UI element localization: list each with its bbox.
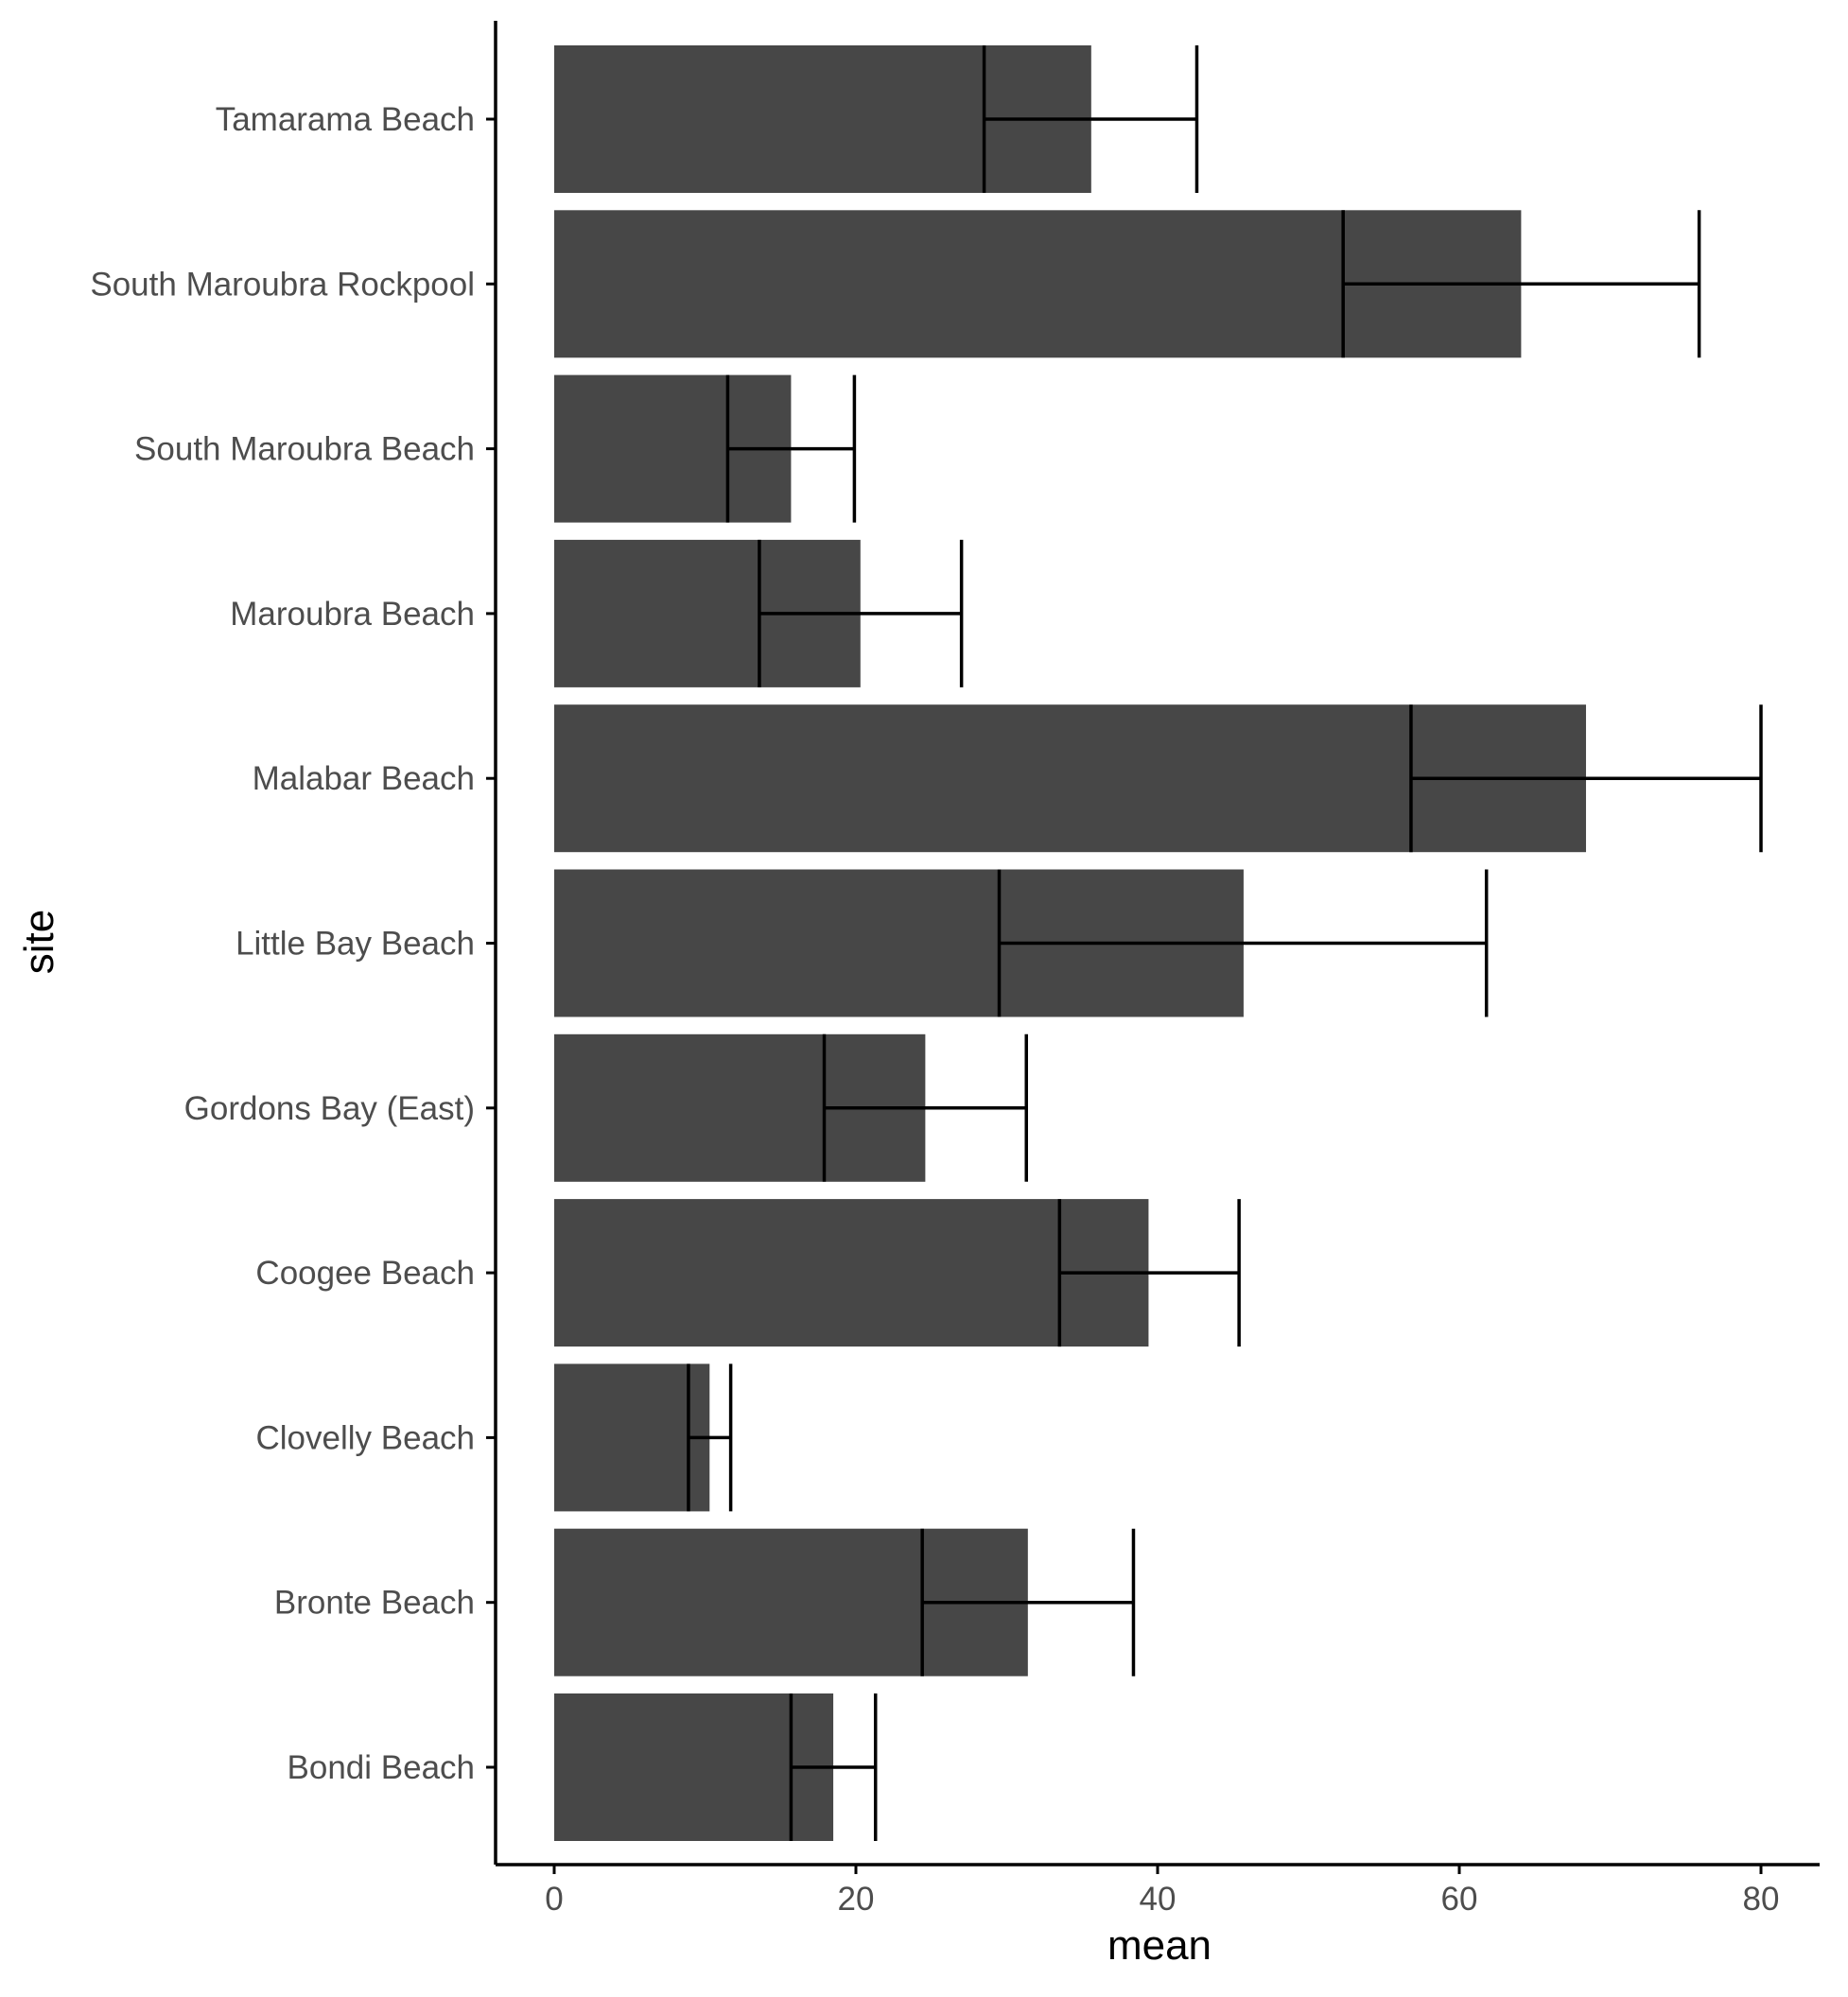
y-tick-label: Bondi Beach <box>288 1749 475 1786</box>
x-tick-label: 60 <box>1441 1881 1478 1918</box>
y-tick-label: Tamarama Beach <box>216 101 475 138</box>
errorbar-maroubra-beach <box>758 539 964 687</box>
y-tick-label: Bronte Beach <box>274 1585 475 1622</box>
y-tick-label: Little Bay Beach <box>235 926 475 963</box>
bar-coogee-beach <box>554 1199 1149 1347</box>
y-axis-title: site <box>16 910 62 974</box>
errorbar-coogee-beach <box>1057 1199 1241 1347</box>
errorbar-gordons-bay-east <box>822 1033 1028 1182</box>
x-tick-label: 20 <box>838 1881 875 1918</box>
errorbar-little-bay-beach <box>997 869 1489 1017</box>
errorbar-bronte-beach <box>920 1528 1136 1676</box>
y-tick-label: Coogee Beach <box>255 1255 475 1292</box>
y-tick-label: Maroubra Beach <box>230 596 475 633</box>
errorbars-layer <box>687 45 1763 1841</box>
x-tick-label: 40 <box>1140 1881 1177 1918</box>
bar-bondi-beach <box>554 1693 834 1841</box>
errorbar-tamarama-beach <box>982 45 1199 193</box>
y-tick-label: Malabar Beach <box>253 760 475 797</box>
y-tick-label: South Maroubra Rockpool <box>90 266 475 303</box>
x-tick-label: 80 <box>1743 1881 1780 1918</box>
x-axis-title: mean <box>1107 1922 1212 1969</box>
y-tick-label: Clovelly Beach <box>256 1419 476 1456</box>
errorbar-clovelly-beach <box>687 1363 733 1512</box>
errorbar-south-maroubra-rockpool <box>1341 210 1701 358</box>
bar-clovelly-beach <box>554 1363 710 1512</box>
x-tick-label: 0 <box>545 1881 563 1918</box>
y-tick-label: South Maroubra Beach <box>134 431 475 468</box>
errorbar-south-maroubra-beach <box>725 374 857 523</box>
ticks-layer: Tamarama Beach South Maroubra Rockpool Sou… <box>90 101 1779 1918</box>
errorbar-bondi-beach <box>789 1693 878 1841</box>
errorbar-malabar-beach <box>1409 704 1763 853</box>
y-tick-label: Gordons Bay (East) <box>184 1090 475 1127</box>
